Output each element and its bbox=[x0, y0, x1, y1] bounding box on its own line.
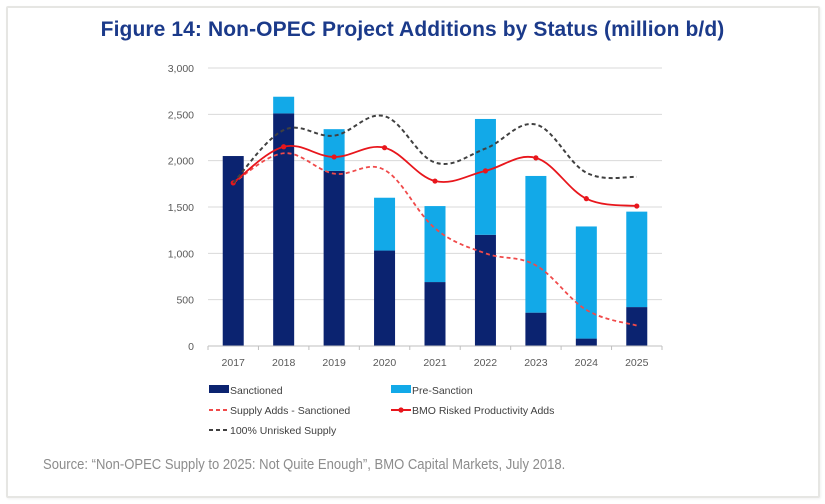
legend-label: Sanctioned bbox=[230, 385, 283, 397]
x-tick-label: 2019 bbox=[322, 357, 346, 369]
line-supply-adds-sanctioned bbox=[232, 152, 638, 327]
x-axis: 2017 2018 2019 2020 2021 2022 2023 2024 2025 bbox=[207, 345, 663, 369]
bar-sanctioned bbox=[374, 250, 396, 346]
line-unrisked-supply bbox=[232, 114, 637, 184]
bar-pre-sanction bbox=[525, 175, 547, 313]
x-tick-label: 2025 bbox=[625, 357, 649, 369]
lines bbox=[230, 114, 640, 327]
line-marker bbox=[533, 155, 539, 161]
x-tick-label: 2021 bbox=[423, 357, 447, 369]
line-marker bbox=[381, 145, 388, 151]
x-tick-label: 2018 bbox=[272, 357, 296, 369]
bar-pre-sanction bbox=[273, 96, 295, 114]
y-tick-label: 2,500 bbox=[168, 109, 194, 121]
bar-pre-sanction bbox=[575, 226, 597, 339]
bar-sanctioned bbox=[323, 170, 345, 346]
line-marker bbox=[583, 196, 589, 202]
legend-marker bbox=[398, 407, 404, 413]
legend-swatch bbox=[209, 385, 229, 393]
y-tick-label: 500 bbox=[176, 295, 194, 307]
bar-sanctioned bbox=[474, 234, 496, 346]
y-tick-label: 0 bbox=[188, 341, 194, 353]
bar-sanctioned bbox=[525, 312, 547, 346]
bar-sanctioned bbox=[273, 113, 295, 346]
y-axis-ticks: 0 500 1,000 1,500 2,000 2,500 3,000 bbox=[168, 63, 194, 353]
x-tick-label: 2020 bbox=[373, 357, 397, 369]
figure-frame bbox=[6, 6, 820, 498]
bar-sanctioned bbox=[575, 338, 597, 346]
legend-item: BMO Risked Productivity Adds bbox=[391, 405, 554, 417]
line-marker bbox=[482, 168, 489, 174]
legend-label: 100% Unrisked Supply bbox=[230, 425, 337, 437]
x-tick-label: 2017 bbox=[222, 357, 246, 369]
bar-pre-sanction bbox=[626, 211, 648, 308]
legend-item: Sanctioned bbox=[209, 385, 283, 397]
bar-pre-sanction bbox=[323, 129, 345, 171]
bar-pre-sanction bbox=[474, 118, 496, 235]
x-tick-label: 2022 bbox=[474, 357, 498, 369]
source-note: Source: “Non-OPEC Supply to 2025: Not Qu… bbox=[43, 457, 566, 473]
line-marker bbox=[432, 178, 438, 184]
y-tick-label: 1,000 bbox=[168, 248, 194, 260]
legend-label: Supply Adds - Sanctioned bbox=[230, 405, 350, 417]
bar-sanctioned bbox=[222, 156, 244, 346]
legend-item: Pre-Sanction bbox=[391, 385, 473, 397]
line-marker bbox=[331, 154, 337, 160]
legend: Sanctioned Pre-Sanction Supply Adds - Sanc… bbox=[209, 385, 554, 437]
bar-sanctioned bbox=[424, 282, 446, 346]
y-tick-label: 1,500 bbox=[168, 202, 194, 214]
legend-item: Supply Adds - Sanctioned bbox=[209, 405, 350, 417]
bar-sanctioned bbox=[626, 307, 648, 346]
legend-label: Pre-Sanction bbox=[412, 385, 473, 397]
line-marker bbox=[634, 203, 640, 209]
bar-pre-sanction bbox=[424, 206, 446, 283]
bars bbox=[222, 96, 648, 346]
x-tick-label: 2023 bbox=[524, 357, 548, 369]
legend-swatch bbox=[391, 385, 411, 393]
legend-label: BMO Risked Productivity Adds bbox=[412, 405, 554, 417]
figure-title: Figure 14: Non-OPEC Project Additions by… bbox=[100, 18, 725, 41]
legend-item: 100% Unrisked Supply bbox=[209, 425, 337, 437]
y-tick-label: 3,000 bbox=[168, 63, 194, 75]
x-tick-label: 2024 bbox=[575, 357, 599, 369]
bar-pre-sanction bbox=[374, 197, 396, 251]
line-marker bbox=[281, 144, 287, 150]
y-tick-label: 2,000 bbox=[168, 156, 194, 168]
